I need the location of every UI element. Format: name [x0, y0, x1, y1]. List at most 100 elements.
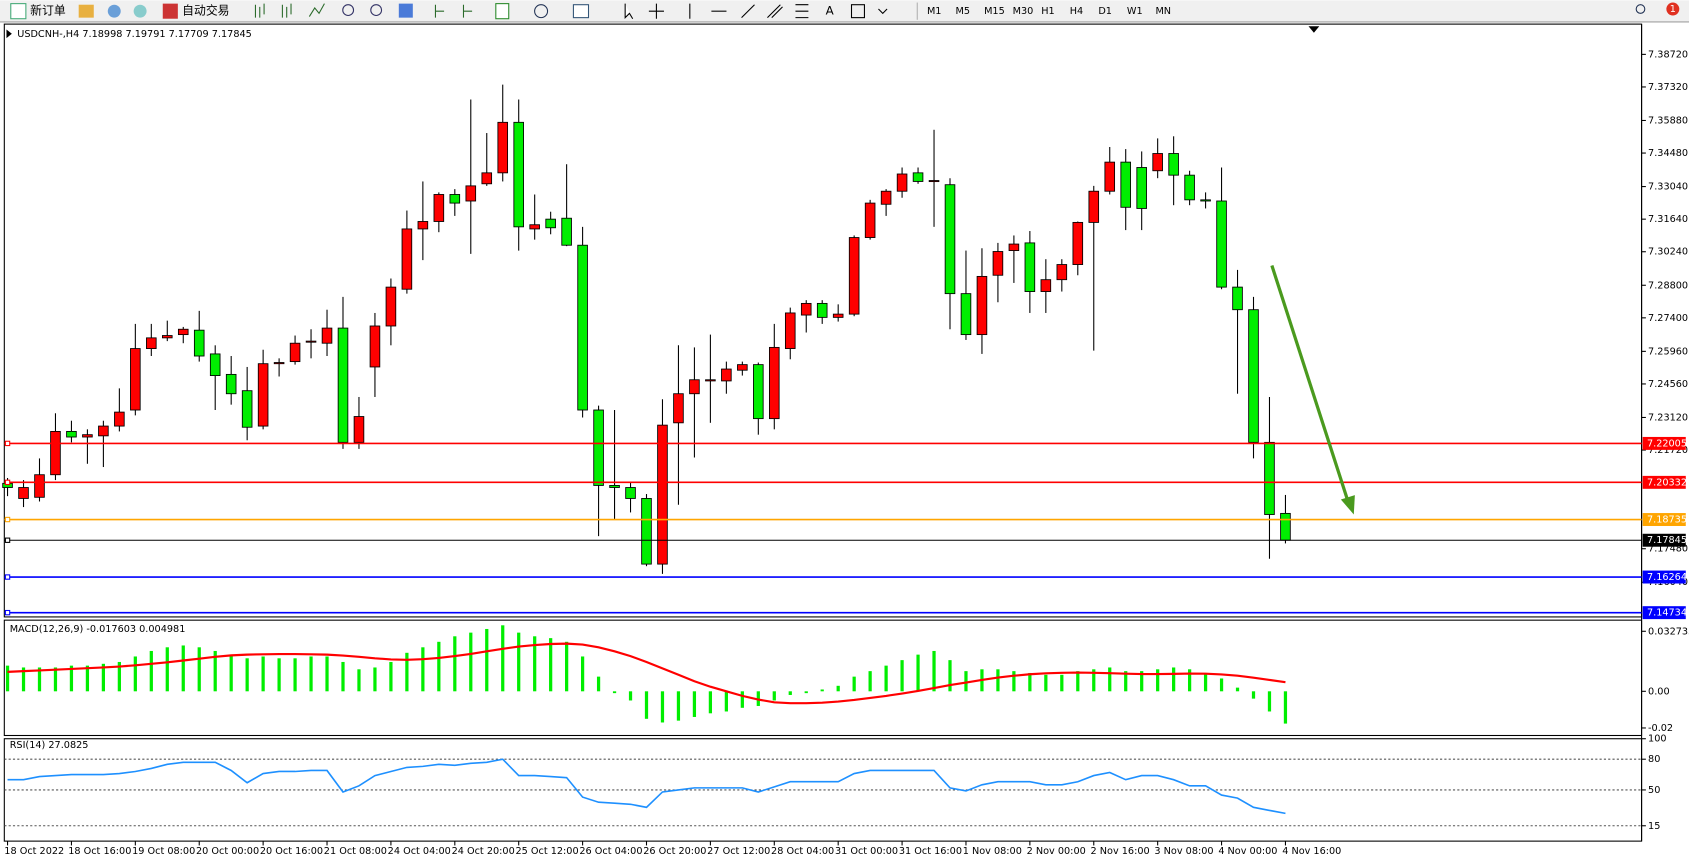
- x-tick-label: 20 Oct 16:00: [260, 846, 323, 857]
- x-tick-label: 21 Oct 08:00: [324, 846, 387, 857]
- shift-icon[interactable]: [462, 4, 473, 18]
- x-tick-label: 19 Oct 08:00: [132, 846, 195, 857]
- candle-body: [832, 313, 844, 318]
- annotation-arrow: [1270, 265, 1355, 515]
- candle-body: [289, 342, 301, 363]
- candle-body: [1120, 161, 1131, 208]
- tile-icon[interactable]: [398, 3, 413, 18]
- candle-body: [146, 337, 157, 349]
- timeframe-button[interactable]: M30: [1013, 6, 1034, 17]
- macd-bar: [485, 628, 489, 692]
- new-order-icon[interactable]: [10, 3, 27, 20]
- new-order-button[interactable]: 新订单: [30, 4, 66, 18]
- macd-bar: [1235, 687, 1240, 692]
- bar-chart-icon[interactable]: [254, 3, 265, 18]
- candle-body: [1280, 512, 1291, 541]
- candle-body: [641, 498, 652, 565]
- zoom-in-icon[interactable]: [342, 4, 355, 17]
- candle-body: [1072, 221, 1084, 265]
- macd-bar: [133, 656, 137, 692]
- channel-icon[interactable]: [767, 4, 783, 19]
- y-tick-label: 100: [1648, 734, 1667, 745]
- templates-icon[interactable]: [572, 4, 590, 19]
- icon[interactable]: [133, 4, 147, 18]
- macd-bar: [325, 656, 329, 692]
- macd-bar: [549, 638, 553, 692]
- fibo-icon[interactable]: [795, 4, 809, 19]
- macd-bar: [820, 689, 824, 692]
- auto-trading-icon[interactable]: [162, 3, 178, 19]
- timeframe-button[interactable]: D1: [1098, 6, 1112, 17]
- macd-bar: [437, 641, 441, 692]
- line-icon[interactable]: [308, 3, 325, 17]
- y-tick-label: 50: [1648, 785, 1660, 796]
- candle-body: [784, 312, 796, 349]
- timeframe-button[interactable]: M15: [984, 6, 1005, 17]
- timeframe-button[interactable]: H1: [1041, 6, 1054, 17]
- timeframe-bar: M1 M5 M15 M30 H1 H4 D1 W1 MN: [927, 6, 1171, 17]
- candle-body: [912, 172, 924, 182]
- search-icon[interactable]: [1635, 4, 1646, 14]
- candle-body: [481, 172, 493, 185]
- candle-body: [241, 390, 253, 428]
- y-tick-label: 80: [1648, 754, 1660, 765]
- candle-body: [864, 202, 876, 238]
- candle-body: [545, 218, 556, 229]
- x-tick-label: 24 Oct 20:00: [452, 846, 515, 857]
- auto-trading-button[interactable]: 自动交易: [182, 4, 229, 18]
- macd-bar: [21, 667, 26, 692]
- periods-icon[interactable]: [534, 4, 549, 19]
- macd-bar: [1012, 671, 1016, 692]
- candle-body: [1024, 242, 1036, 292]
- timeframe-button[interactable]: MN: [1155, 6, 1171, 17]
- price-level-label: 7.17845: [1647, 535, 1687, 546]
- notification-count[interactable]: 1: [1670, 4, 1676, 15]
- autoscroll-icon[interactable]: [434, 4, 445, 18]
- macd-title: MACD(12,26,9) -0.017603 0.004981: [10, 624, 186, 635]
- candle-body: [673, 393, 684, 424]
- timeframe-button[interactable]: W1: [1127, 6, 1143, 17]
- timeframe-button[interactable]: H4: [1070, 6, 1083, 17]
- y-tick-label: 7.37320: [1648, 82, 1688, 93]
- macd-bar: [676, 691, 681, 721]
- macd-bar: [149, 650, 153, 692]
- macd-bar: [804, 691, 808, 694]
- candle-body: [1168, 153, 1179, 176]
- icon[interactable]: [107, 4, 121, 18]
- candle-body: [561, 217, 572, 246]
- icon[interactable]: [78, 4, 94, 18]
- macd-bar: [884, 665, 888, 692]
- trendline-icon[interactable]: [741, 4, 755, 19]
- macd-bar: [1156, 669, 1160, 692]
- indicators-icon[interactable]: [495, 3, 510, 20]
- candle-body: [162, 335, 173, 339]
- macd-bar: [596, 676, 601, 692]
- price-level-label: 7.18735: [1647, 515, 1687, 526]
- cursor-icon[interactable]: [624, 3, 634, 19]
- zoom-out-icon[interactable]: [370, 4, 383, 17]
- candle-body: [18, 487, 29, 499]
- y-tick-label: 7.17480: [1648, 544, 1688, 555]
- chart-type-icons: [254, 3, 325, 18]
- y-tick-label: 7.31640: [1648, 214, 1688, 225]
- macd-bar: [1044, 674, 1048, 692]
- candles-icon[interactable]: [281, 3, 292, 18]
- crosshair-icon[interactable]: [648, 3, 664, 19]
- label-tool[interactable]: [850, 4, 865, 19]
- y-tick-label: 15: [1648, 821, 1660, 832]
- macd-bar: [309, 656, 313, 692]
- notification-badge[interactable]: [1666, 2, 1680, 16]
- candle-body: [449, 194, 461, 204]
- price-level-tag: [1642, 570, 1686, 584]
- macd-bar: [53, 667, 58, 692]
- arrows-tool[interactable]: [878, 8, 888, 15]
- x-tick-label: 18 Oct 2022: [4, 846, 64, 857]
- timeframe-button[interactable]: M1: [927, 6, 942, 17]
- candle-body: [944, 184, 956, 295]
- text-tool[interactable]: A: [826, 4, 834, 18]
- macd-bar: [708, 691, 713, 714]
- candle-body: [1248, 309, 1259, 443]
- macd-bar: [277, 658, 281, 692]
- timeframe-button[interactable]: M5: [956, 6, 971, 17]
